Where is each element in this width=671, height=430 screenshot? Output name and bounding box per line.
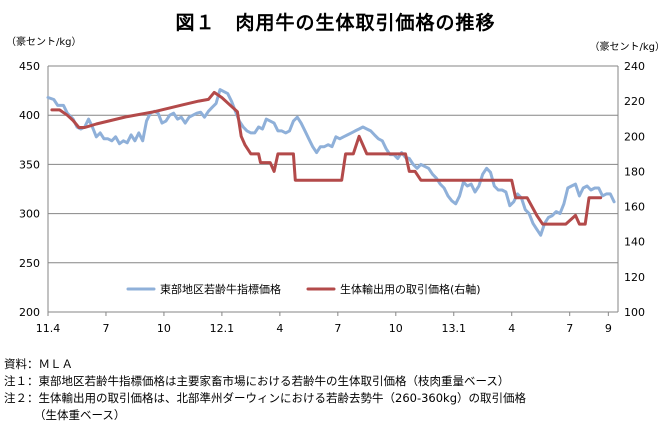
y-tick-label-left: 450 bbox=[19, 60, 40, 73]
note-2: 注２：生体輸出用の取引価格は、北部準州ダーウィンにおける若齢去勢牛（260-36… bbox=[4, 391, 527, 405]
y-tick-label-right: 160 bbox=[624, 201, 645, 214]
x-tick-label: 13.1 bbox=[442, 322, 467, 335]
y-tick-label-right: 240 bbox=[624, 60, 645, 73]
x-tick-label: 4 bbox=[508, 322, 515, 335]
y-tick-label-right: 120 bbox=[624, 271, 645, 284]
note-2-continued: （生体重ベース） bbox=[34, 408, 126, 422]
y-tick-label-right: 140 bbox=[624, 236, 645, 249]
y-tick-label-left: 300 bbox=[19, 208, 40, 221]
legend-item-live-export-label: 生体輸出用の取引価格(右軸) bbox=[340, 282, 481, 296]
right-axis-unit: （豪セント/kg） bbox=[589, 42, 665, 53]
x-tick-label: 7 bbox=[566, 322, 573, 335]
x-tick-label: 12.1 bbox=[210, 322, 235, 335]
y-tick-label-right: 200 bbox=[624, 130, 645, 143]
x-tick-label: 9 bbox=[605, 322, 612, 335]
x-tick-label: 7 bbox=[102, 322, 109, 335]
left-axis-unit: （豪セント/kg） bbox=[6, 37, 82, 48]
note-1: 注１：東部地区若齢牛指標価格は主要家畜市場における若齢牛の生体取引価格（枝肉重量… bbox=[4, 374, 510, 388]
y-tick-label-left: 350 bbox=[19, 158, 40, 171]
series-line-live-export bbox=[50, 90, 603, 226]
y-tick-label-left: 250 bbox=[19, 257, 40, 270]
y-tick-label-left: 200 bbox=[19, 306, 40, 319]
x-tick-label: 10 bbox=[157, 322, 171, 335]
x-tick-label: 4 bbox=[276, 322, 283, 335]
x-tick-label: 7 bbox=[334, 322, 341, 335]
source-note: 資料：ＭＬＡ bbox=[4, 357, 73, 371]
y-tick-label-right: 100 bbox=[624, 306, 645, 319]
legend-item-eastern-index-label: 東部地区若齢牛指標価格 bbox=[160, 282, 281, 296]
y-tick-label-right: 220 bbox=[624, 95, 645, 108]
line-chart: 200 250 300 350 400 450 100 120 140 160 180 200 220 2… bbox=[19, 60, 645, 335]
chart-title: 図１ 肉用牛の生体取引価格の推移 bbox=[175, 12, 496, 34]
y-tick-label-left: 400 bbox=[19, 109, 40, 122]
notes: 資料：ＭＬＡ 注１：東部地区若齢牛指標価格は主要家畜市場における若齢牛の生体取引… bbox=[4, 356, 526, 424]
x-tick-label: 10 bbox=[389, 322, 403, 335]
x-tick-label: 11.4 bbox=[36, 322, 61, 335]
y-tick-label-right: 180 bbox=[624, 165, 645, 178]
